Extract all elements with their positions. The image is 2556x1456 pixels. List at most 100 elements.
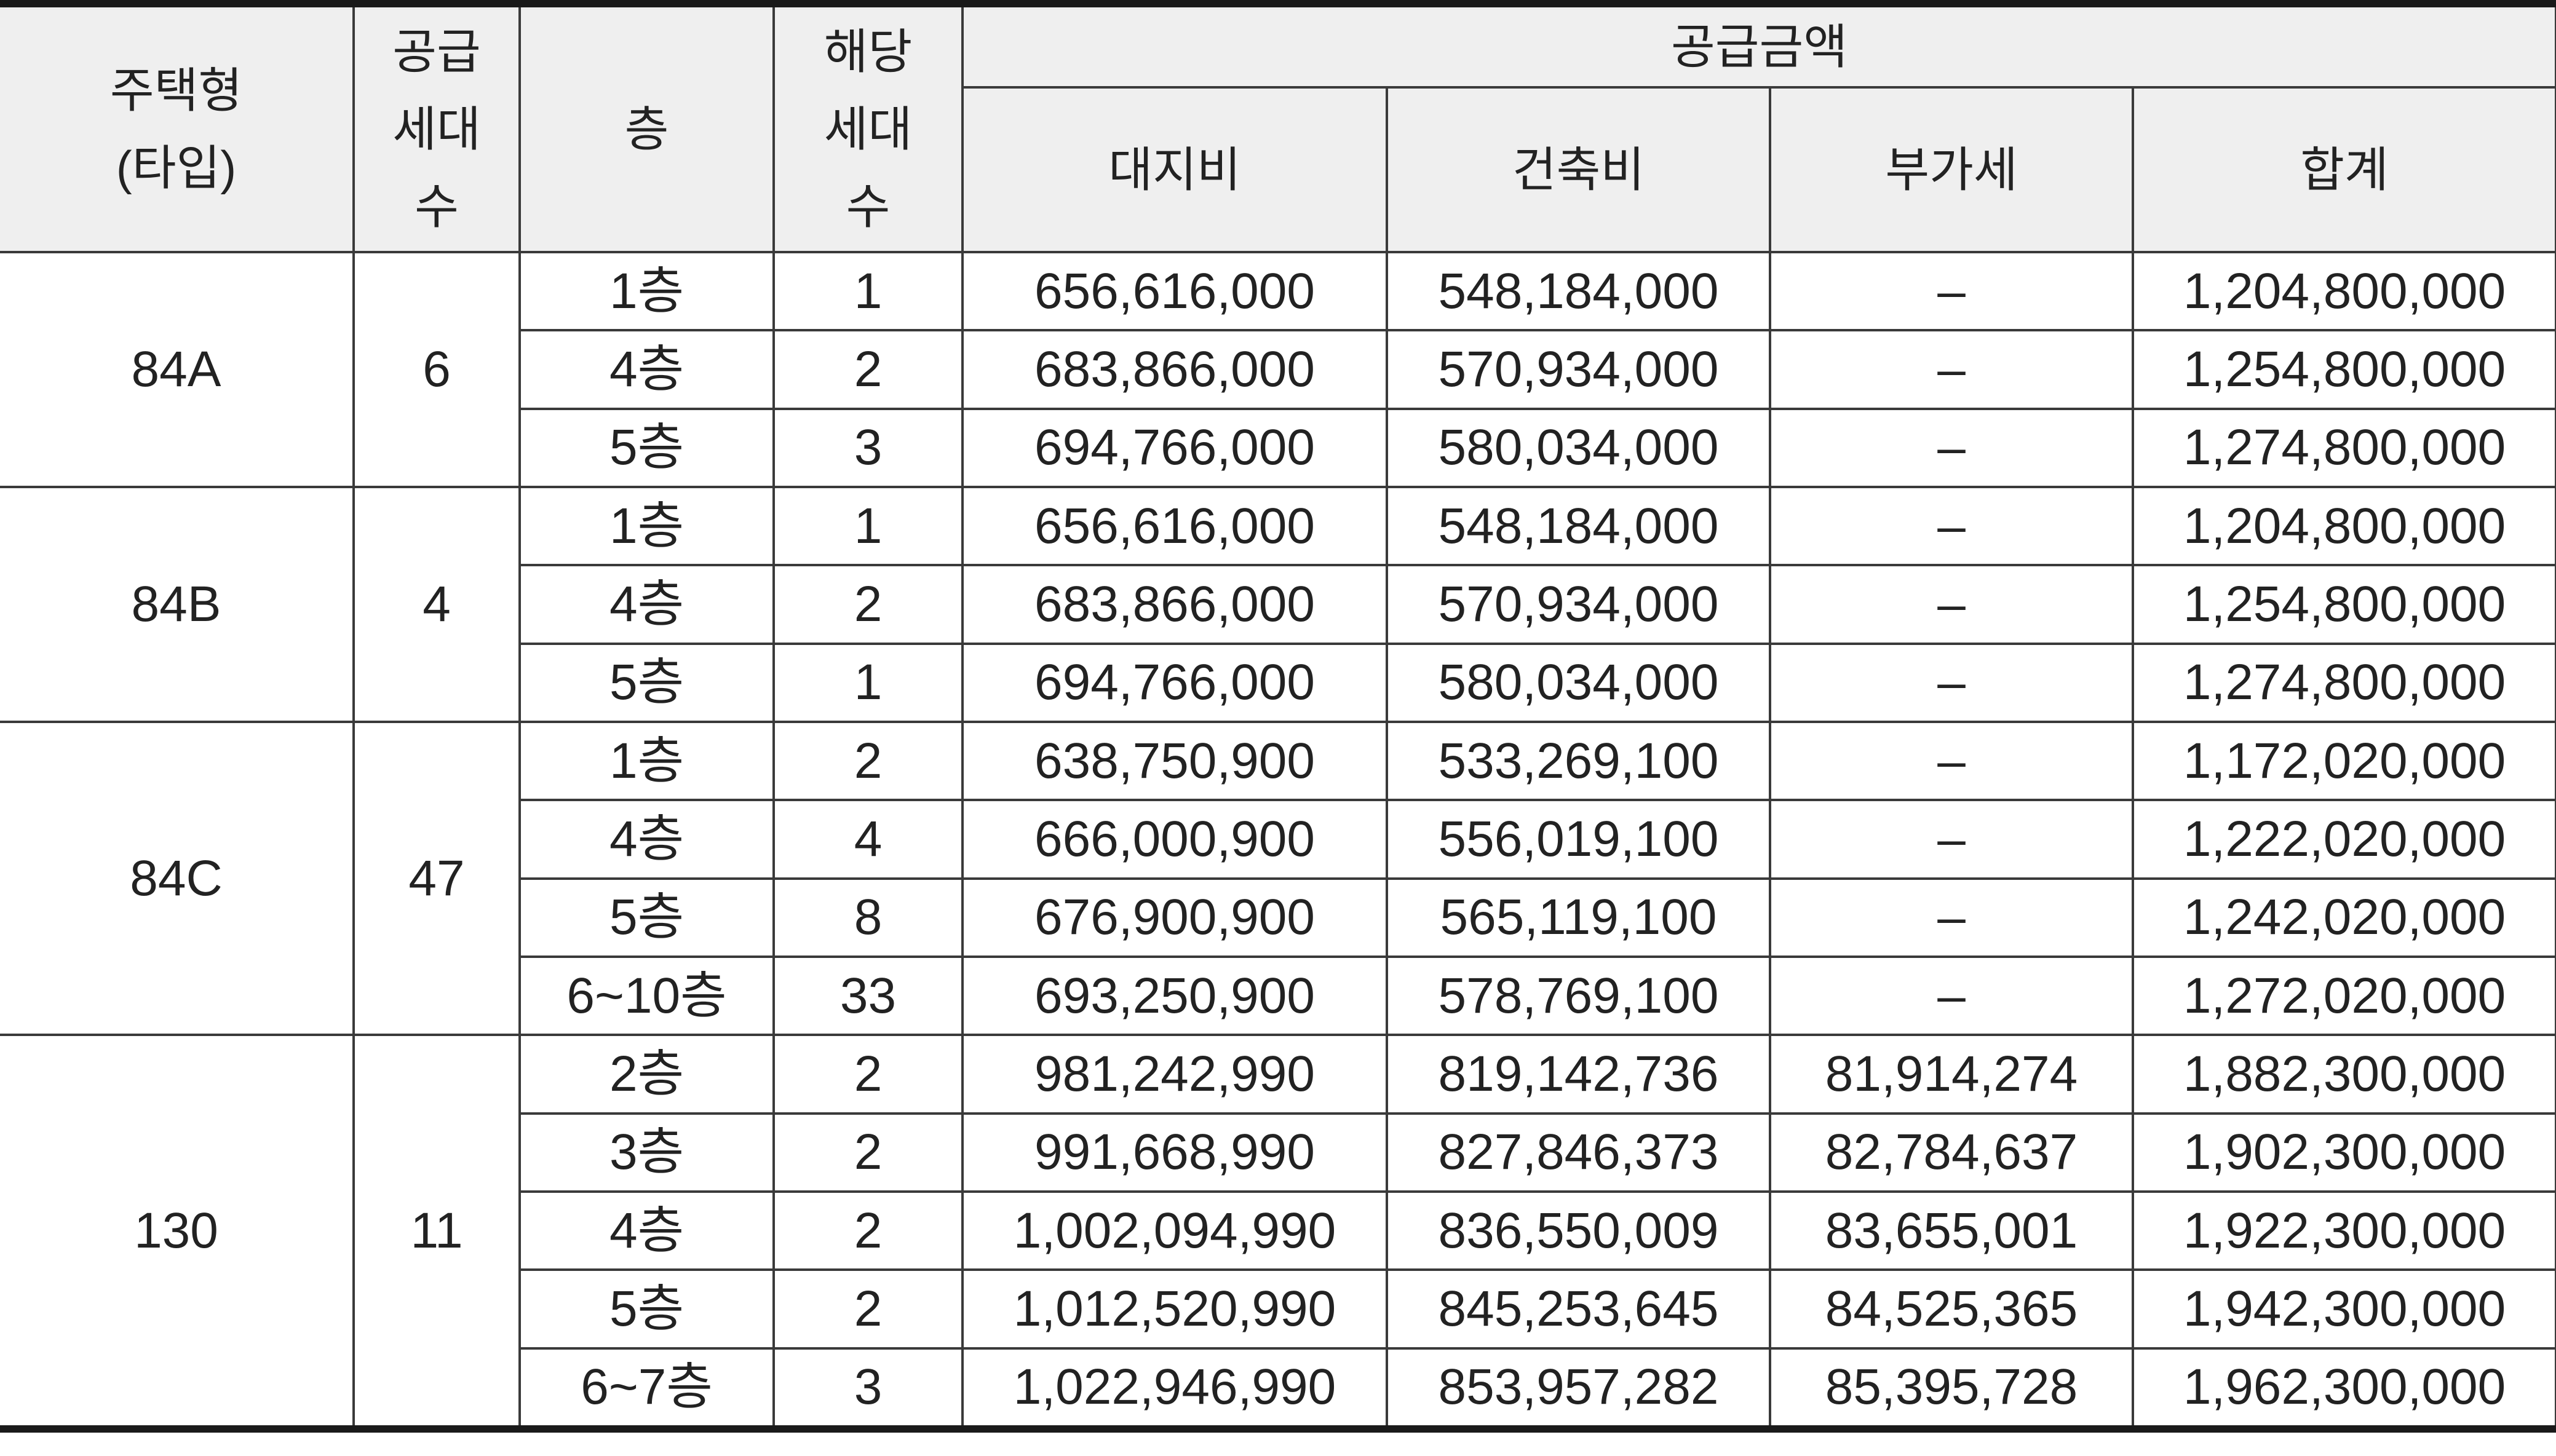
cell-land: 694,766,000 (961, 642, 1388, 723)
cell-floor: 3층 (520, 1112, 775, 1193)
cell-type: 84A (0, 251, 355, 488)
cell-land: 683,866,000 (961, 564, 1388, 645)
cell-building: 845,253,645 (1386, 1268, 1771, 1350)
cell-units: 1 (772, 485, 964, 567)
cell-total: 1,254,800,000 (2131, 329, 2556, 410)
cell-total: 1,274,800,000 (2131, 642, 2556, 723)
cell-land: 694,766,000 (961, 407, 1388, 488)
cell-total: 1,962,300,000 (2131, 1347, 2556, 1431)
cell-units: 2 (772, 1268, 964, 1350)
cell-building: 580,034,000 (1386, 642, 1771, 723)
cell-total: 1,274,800,000 (2131, 407, 2556, 488)
cell-total: 1,172,020,000 (2131, 720, 2556, 802)
cell-vat: – (1769, 250, 2134, 332)
cell-building: 853,957,282 (1386, 1347, 1771, 1431)
cell-total: 1,242,020,000 (2131, 877, 2556, 958)
cell-building: 548,184,000 (1386, 250, 1771, 332)
cell-land: 1,022,946,990 (961, 1347, 1388, 1431)
cell-floor: 5층 (520, 877, 775, 958)
cell-vat: 83,655,001 (1769, 1190, 2134, 1272)
table-row: 4층 4 666,000,900 556,019,100–1,222,020,000 (0, 799, 2556, 880)
cell-floor: 4층 (520, 329, 775, 410)
cell-total: 1,204,800,000 (2131, 485, 2556, 567)
cell-total: 1,204,800,000 (2131, 250, 2556, 332)
cell-vat: 81,914,274 (1769, 1034, 2134, 1115)
cell-floor: 5층 (520, 642, 775, 723)
cell-building: 580,034,000 (1386, 407, 1771, 488)
table-row: 3층 2 991,668,990 827,846,373 82,784,637 1,902… (0, 1112, 2556, 1193)
cell-land: 656,616,000 (961, 250, 1388, 332)
cell-units: 2 (772, 720, 964, 802)
cell-building: 836,550,009 (1386, 1190, 1771, 1272)
cell-vat: 82,784,637 (1769, 1112, 2134, 1193)
cell-land: 666,000,900 (961, 799, 1388, 880)
col-header-amount: 공급금액 (961, 2, 2556, 89)
cell-vat: 85,395,728 (1769, 1347, 2134, 1431)
cell-building: 827,846,373 (1386, 1112, 1771, 1193)
cell-supply-units: 4 (352, 485, 521, 723)
cell-land: 1,012,520,990 (961, 1268, 1388, 1350)
cell-units: 4 (772, 799, 964, 880)
cell-vat: – (1769, 564, 2134, 645)
cell-land: 676,900,900 (961, 877, 1388, 958)
col-header-supply-units: 공급 세대 수 (352, 2, 521, 253)
cell-vat: – (1769, 799, 2134, 880)
col-header-units-line3: 수 (846, 180, 891, 234)
cell-floor: 4층 (520, 564, 775, 645)
table-row: 4층 2 683,866,000 570,934,000–1,254,800,000 (0, 564, 2556, 645)
table-header: 주택형 (타입) 공급 세대 수 층 해당 세대 수 공급금액 대지비 건축비 … (0, 2, 2556, 253)
cell-land: 638,750,900 (961, 720, 1388, 802)
cell-building: 578,769,100 (1386, 955, 1771, 1037)
cell-units: 1 (772, 250, 964, 332)
cell-units: 33 (772, 955, 964, 1037)
cell-units: 3 (772, 407, 964, 488)
table-row: 6~7층 3 1,022,946,990 853,957,282 85,395,728 1… (0, 1347, 2556, 1431)
cell-total: 1,222,020,000 (2131, 799, 2556, 880)
cell-total: 1,902,300,000 (2131, 1112, 2556, 1193)
col-header-land: 대지비 (962, 86, 1388, 253)
cell-floor: 4층 (520, 1190, 775, 1272)
col-header-total: 합계 (2131, 86, 2556, 253)
cell-units: 2 (772, 1190, 964, 1272)
cell-building: 556,019,100 (1386, 799, 1771, 880)
cell-floor: 6~7층 (520, 1347, 775, 1431)
cell-units: 2 (772, 1112, 964, 1193)
col-header-supply-line3: 수 (415, 180, 459, 234)
cell-floor: 1층 (518, 485, 775, 567)
cell-floor: 1층 (518, 720, 775, 802)
cell-vat: – (1769, 955, 2134, 1037)
cell-building: 565,119,100 (1386, 877, 1771, 958)
cell-vat: – (1769, 329, 2134, 410)
col-header-units-line2: 세대 (824, 102, 913, 156)
cell-units: 3 (772, 1347, 964, 1431)
table-row: 84B 4 1층 1 656,616,000 548,184,000–1,204,800,… (0, 485, 2556, 723)
cell-vat: – (1769, 877, 2134, 958)
cell-units: 2 (772, 1034, 964, 1115)
cell-vat: 84,525,365 (1769, 1268, 2134, 1350)
cell-building: 819,142,736 (1386, 1034, 1771, 1115)
col-header-vat: 부가세 (1769, 86, 2134, 253)
table-row: 84C 47 1층 2 638,750,900 533,269,100–1,172,020… (0, 720, 2556, 1037)
col-header-supply-line2: 세대 (392, 102, 481, 156)
cell-supply-units: 6 (352, 251, 521, 488)
col-header-supply-line1: 공급 (392, 25, 481, 79)
table-row: 5층 3 694,766,000 580,034,000–1,274,800,000 (0, 407, 2556, 488)
cell-land: 981,242,990 (961, 1034, 1388, 1115)
table-row: 130 11 2층 2 981,242,990 819,142,736 81,914,274… (0, 1034, 2556, 1430)
cell-type: 84B (0, 485, 355, 723)
cell-vat: – (1769, 720, 2134, 802)
cell-floor: 5층 (520, 1268, 775, 1350)
cell-vat: – (1769, 642, 2134, 723)
cell-land: 693,250,900 (961, 955, 1388, 1037)
cell-floor: 1층 (518, 250, 775, 332)
cell-floor: 4층 (520, 799, 775, 880)
cell-total: 1,882,300,000 (2131, 1034, 2556, 1115)
cell-total: 1,942,300,000 (2131, 1268, 2556, 1350)
cell-land: 991,668,990 (961, 1112, 1388, 1193)
table-row: 5층 8 676,900,900 565,119,100–1,242,020,000 (0, 877, 2556, 958)
col-header-type: 주택형 (타입) (0, 2, 355, 253)
cell-land: 656,616,000 (961, 485, 1388, 567)
table-row: 5층 1 694,766,000 580,034,000–1,274,800,000 (0, 642, 2556, 723)
cell-total: 1,254,800,000 (2131, 564, 2556, 645)
